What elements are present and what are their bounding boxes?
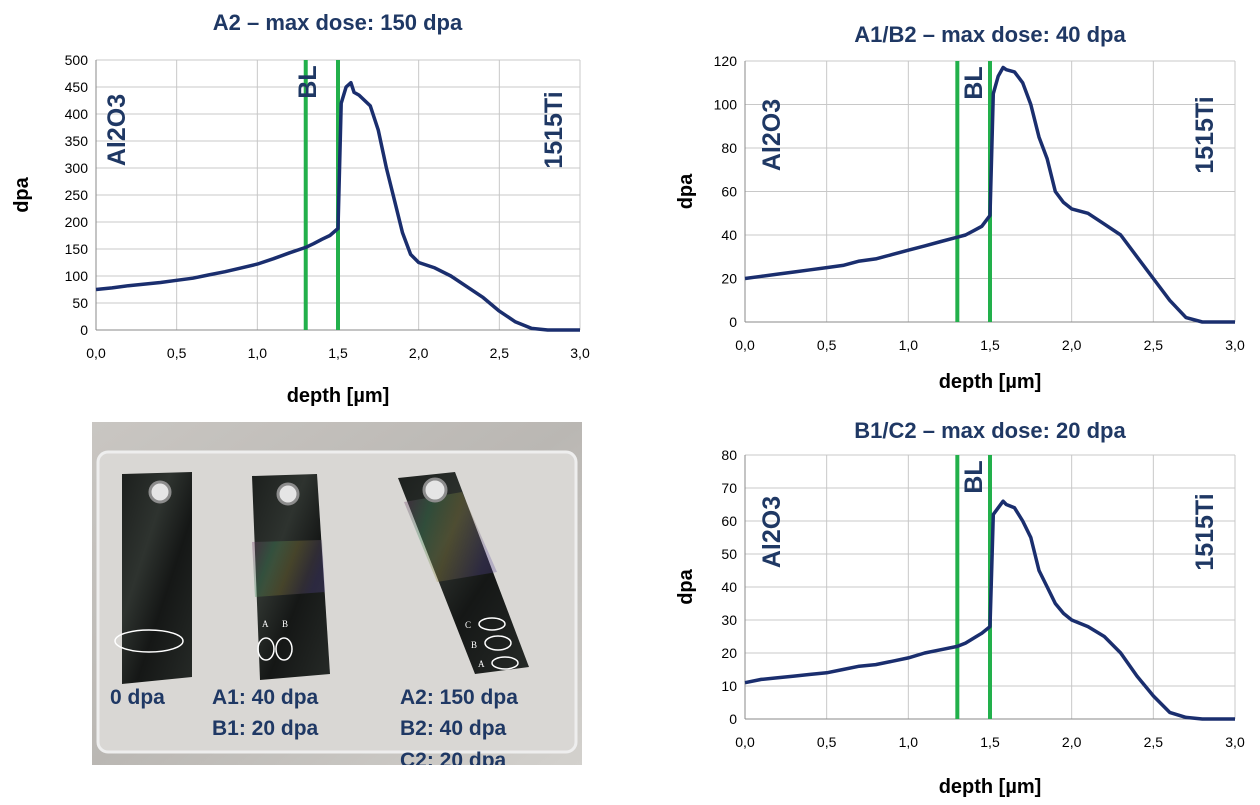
x-tick-label: 1,0 [248,345,268,361]
y-tick-label: 500 [65,52,89,68]
x-tick-label: 1,5 [328,345,348,361]
x-tick-label: 2,0 [409,345,429,361]
y-tick-label: 200 [65,214,89,230]
x-tick-label: 0,5 [817,734,837,750]
y-tick-label: 350 [65,133,89,149]
y-tick-label: 80 [721,140,737,156]
irradiation-spot [275,637,293,661]
y-tick-label: 0 [80,322,88,338]
irradiation-spot [257,637,275,661]
y-tick-label: 120 [714,53,738,69]
x-tick-label: 0,0 [86,345,106,361]
sample-photo: A B C B A 0 dpa A1: 40 dpa B1: 20 dpa A2… [92,422,582,765]
y-tick-label: 50 [721,546,737,562]
dpa-profile-line [744,65,1235,324]
y-tick-label: 300 [65,160,89,176]
annotation-1515ti: 1515Ti [540,91,568,168]
y-tick-label: 0 [729,711,737,727]
y-tick-label: 250 [65,187,89,203]
x-tick-label: 0,0 [735,734,755,750]
annotation-1515ti: 1515Ti [1191,493,1219,570]
x-tick-label: 0,5 [817,337,837,353]
x-axis-label: depth [µm] [939,371,1042,393]
sample-label: C2: 20 dpa [400,749,507,765]
spot-letter: C [465,620,471,630]
chart-title: A2 – max dose: 150 dpa [212,10,463,35]
y-tick-label: 400 [65,106,89,122]
annotation-al2o3: Al2O3 [103,94,131,166]
mount-hole [422,477,448,503]
y-axis-label: dpa [11,176,33,212]
x-tick-label: 2,5 [1144,337,1164,353]
y-tick-label: 100 [65,268,89,284]
plot-svg: 0 50 100 150 200 250 300 350 400 450 500 0,0 0,5 1,0 1… [11,52,590,407]
y-tick-label: 40 [721,579,737,595]
sample-label: A2: 150 dpa [400,686,518,709]
y-tick-label: 10 [721,678,737,694]
y-tick-label: 60 [721,513,737,529]
x-tick-label: 3,0 [1225,734,1245,750]
y-tick-label: 40 [721,227,737,243]
sample-strip [114,472,192,684]
annotation-al2o3: Al2O3 [758,99,786,171]
x-tick-label: 2,0 [1062,734,1082,750]
x-tick-label: 2,5 [490,345,510,361]
y-tick-label: 50 [72,295,88,311]
y-axis-label: dpa [675,173,697,209]
y-tick-label: 450 [65,79,89,95]
sample-label: B2: 40 dpa [400,717,507,740]
plot-svg: 0 20 40 60 80 100 120 0,0 0,5 1,0 1,5 2,0 2,5 3,0 Al2O… [675,53,1245,393]
y-axis-label: dpa [675,568,697,604]
sample-label: B1: 20 dpa [212,717,319,740]
chart-a1b2: A1/B2 – max dose: 40 dpa 0 20 40 60 80 100 120… [640,0,1260,400]
y-tick-label: 70 [721,480,737,496]
plot-svg: 0 10 20 30 40 50 60 70 80 0,0 0,5 1,0 1,5 2,0 2,5 3,0 Al… [675,447,1245,798]
x-tick-label: 1,0 [899,337,919,353]
irradiation-spot [491,656,519,670]
spot-letter: B [471,640,477,650]
y-tick-label: 150 [65,241,89,257]
x-tick-label: 3,0 [570,345,590,361]
annotation-bl: BL [960,460,988,493]
x-tick-label: 2,0 [1062,337,1082,353]
annotation-bl: BL [294,65,322,98]
y-tick-label: 0 [729,314,737,330]
dpa-profile-line [744,499,1235,721]
sample-label: 0 dpa [110,686,165,709]
irradiation-spot [478,617,506,631]
chart-b1c2: B1/C2 – max dose: 20 dpa 0 10 20 30 40 50 60 70… [640,410,1260,805]
sample-strip: C B A [398,472,529,674]
y-tick-label: 20 [721,271,737,287]
mount-hole [148,480,172,504]
dpa-profile-line [95,80,580,332]
x-tick-label: 0,0 [735,337,755,353]
y-tick-label: 60 [721,184,737,200]
chart-a2: A2 – max dose: 150 dpa 0 50 100 150 200 250 30… [0,0,600,415]
y-tick-label: 80 [721,447,737,463]
x-tick-label: 1,0 [899,734,919,750]
irradiation-spot [114,629,184,653]
x-tick-label: 2,5 [1144,734,1164,750]
chart-title: A1/B2 – max dose: 40 dpa [854,22,1126,47]
x-tick-label: 1,5 [980,337,1000,353]
chart-title: B1/C2 – max dose: 20 dpa [854,418,1126,443]
annotation-bl: BL [960,66,988,99]
sample-label: A1: 40 dpa [212,686,319,709]
x-axis-label: depth [µm] [939,776,1042,798]
mount-hole [276,482,300,506]
y-tick-label: 30 [721,612,737,628]
sample-strip: A B [252,474,330,680]
x-tick-label: 0,5 [167,345,187,361]
x-tick-label: 3,0 [1225,337,1245,353]
annotation-1515ti: 1515Ti [1191,96,1219,173]
x-tick-label: 1,5 [980,734,1000,750]
x-axis-label: depth [µm] [287,385,390,407]
y-tick-label: 100 [714,97,738,113]
y-tick-label: 20 [721,645,737,661]
irradiation-spot [484,635,512,651]
annotation-al2o3: Al2O3 [758,496,786,568]
spot-letter: A [262,619,269,629]
spot-letter: A [478,659,485,669]
spot-letter: B [282,619,288,629]
